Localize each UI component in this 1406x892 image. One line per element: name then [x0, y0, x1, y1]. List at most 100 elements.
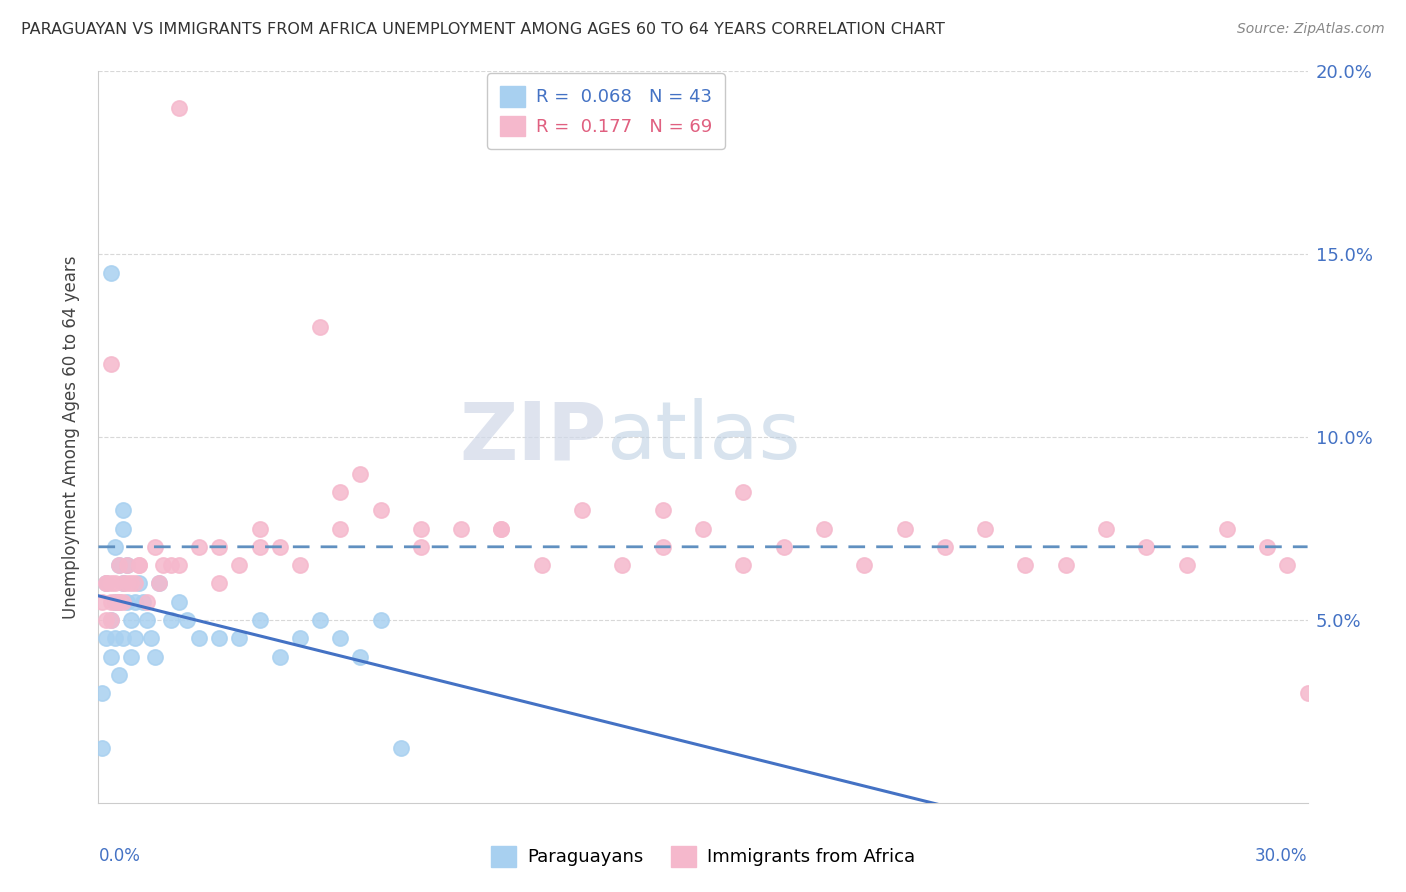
Point: [120, 613, 142, 627]
Text: 30.0%: 30.0%: [1256, 847, 1308, 864]
Point: [612, 558, 634, 573]
Text: Source: ZipAtlas.com: Source: ZipAtlas.com: [1237, 22, 1385, 37]
Point: [167, 101, 190, 115]
Point: [148, 576, 170, 591]
Point: [107, 667, 129, 681]
Point: [370, 613, 392, 627]
Point: [111, 503, 134, 517]
Point: [450, 521, 472, 535]
Point: [91, 740, 114, 755]
Point: [934, 540, 956, 554]
Point: [128, 558, 150, 573]
Point: [100, 613, 122, 627]
Point: [124, 632, 146, 646]
Point: [329, 485, 352, 500]
Point: [128, 558, 150, 573]
Point: [135, 613, 157, 627]
Point: [269, 649, 291, 664]
Point: [1277, 558, 1299, 573]
Point: [107, 594, 129, 608]
Point: [1135, 540, 1157, 554]
Point: [651, 503, 673, 517]
Point: [135, 594, 157, 608]
Point: [188, 632, 211, 646]
Point: [208, 576, 231, 591]
Point: [309, 320, 332, 334]
Point: [91, 594, 114, 608]
Point: [249, 540, 271, 554]
Point: [974, 521, 997, 535]
Point: [853, 558, 876, 573]
Point: [100, 266, 122, 280]
Point: [96, 632, 118, 646]
Point: [813, 521, 835, 535]
Point: [96, 613, 118, 627]
Point: [120, 576, 142, 591]
Point: [115, 594, 138, 608]
Point: [107, 558, 129, 573]
Point: [103, 576, 125, 591]
Point: [100, 613, 122, 627]
Point: [111, 632, 134, 646]
Point: [370, 503, 392, 517]
Point: [309, 613, 332, 627]
Point: [148, 576, 170, 591]
Point: [1296, 686, 1319, 700]
Y-axis label: Unemployment Among Ages 60 to 64 years: Unemployment Among Ages 60 to 64 years: [62, 255, 80, 619]
Point: [111, 576, 134, 591]
Point: [100, 357, 122, 371]
Point: [107, 558, 129, 573]
Point: [124, 576, 146, 591]
Text: PARAGUAYAN VS IMMIGRANTS FROM AFRICA UNEMPLOYMENT AMONG AGES 60 TO 64 YEARS CORR: PARAGUAYAN VS IMMIGRANTS FROM AFRICA UNE…: [21, 22, 945, 37]
Point: [103, 594, 125, 608]
Point: [1014, 558, 1036, 573]
Point: [208, 540, 231, 554]
Point: [288, 632, 311, 646]
Point: [128, 576, 150, 591]
Point: [100, 594, 122, 608]
Point: [269, 540, 291, 554]
Point: [143, 540, 166, 554]
Point: [176, 613, 198, 627]
Point: [160, 613, 183, 627]
Point: [100, 649, 122, 664]
Point: [1175, 558, 1198, 573]
Point: [96, 576, 118, 591]
Point: [111, 521, 134, 535]
Point: [139, 632, 162, 646]
Point: [111, 594, 134, 608]
Point: [115, 558, 138, 573]
Point: [107, 594, 129, 608]
Point: [152, 558, 174, 573]
Point: [96, 576, 118, 591]
Point: [115, 576, 138, 591]
Point: [91, 686, 114, 700]
Point: [349, 649, 371, 664]
Point: [100, 576, 122, 591]
Point: [132, 594, 155, 608]
Point: [733, 558, 755, 573]
Legend: Paraguayans, Immigrants from Africa: Paraguayans, Immigrants from Africa: [484, 838, 922, 874]
Point: [249, 613, 271, 627]
Point: [893, 521, 915, 535]
Point: [409, 521, 432, 535]
Point: [491, 521, 513, 535]
Point: [160, 558, 183, 573]
Point: [329, 632, 352, 646]
Point: [167, 558, 190, 573]
Text: atlas: atlas: [606, 398, 800, 476]
Point: [167, 594, 190, 608]
Point: [491, 521, 513, 535]
Point: [571, 503, 593, 517]
Point: [115, 558, 138, 573]
Point: [228, 632, 250, 646]
Point: [107, 594, 129, 608]
Point: [733, 485, 755, 500]
Point: [103, 632, 125, 646]
Point: [1054, 558, 1077, 573]
Point: [1216, 521, 1239, 535]
Point: [772, 540, 794, 554]
Point: [228, 558, 250, 573]
Point: [651, 540, 673, 554]
Text: 0.0%: 0.0%: [98, 847, 141, 864]
